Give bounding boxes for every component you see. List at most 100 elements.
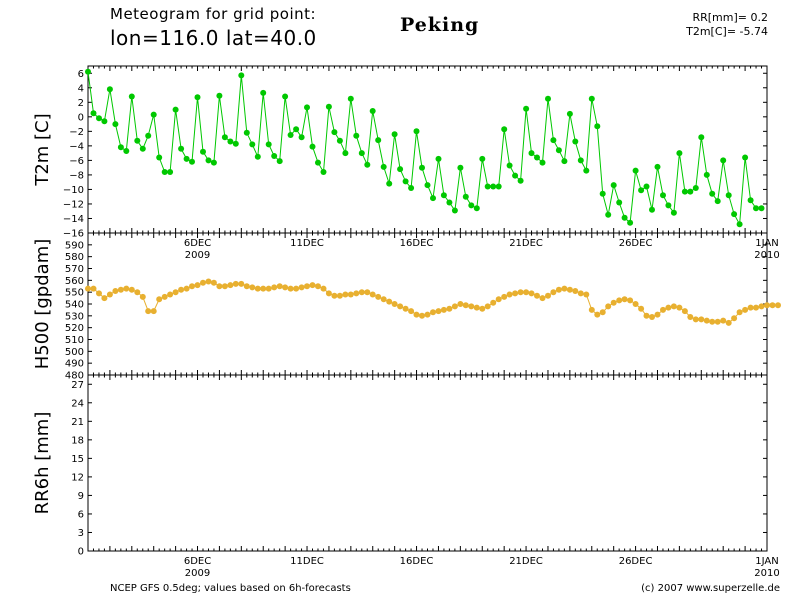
data-point <box>419 164 425 171</box>
data-point <box>610 299 617 306</box>
data-point <box>747 197 754 204</box>
data-point <box>205 157 212 164</box>
data-point <box>205 278 212 285</box>
data-point <box>528 290 535 297</box>
data-point <box>451 207 458 214</box>
data-point <box>254 285 261 292</box>
data-point <box>446 199 453 206</box>
y-tick-label: 6 <box>78 69 84 80</box>
data-point <box>566 286 573 293</box>
data-point <box>709 318 716 325</box>
t2m-value: T2m[C]= -5.74 <box>686 25 768 38</box>
data-point <box>632 301 639 307</box>
data-point <box>232 140 239 147</box>
data-point <box>117 144 124 151</box>
data-point <box>440 192 447 199</box>
data-point <box>139 145 146 152</box>
y-tick-label: 18 <box>71 435 84 446</box>
data-point <box>457 164 464 171</box>
data-point <box>775 302 781 309</box>
data-point <box>736 309 743 316</box>
rr-value: RR[mm]= 0.2 <box>692 11 768 24</box>
data-point <box>375 137 382 144</box>
data-point <box>643 183 650 190</box>
data-point <box>128 93 135 100</box>
data-point <box>265 285 272 292</box>
data-point <box>714 198 721 205</box>
y-axis-label: T2m [C] <box>32 113 53 186</box>
x-date-label: 1JAN <box>755 238 778 249</box>
data-point <box>676 304 683 311</box>
data-point <box>654 311 661 318</box>
data-point <box>156 296 163 303</box>
data-point <box>276 158 283 165</box>
data-point <box>408 185 415 191</box>
data-point <box>758 205 765 212</box>
data-point <box>419 312 425 319</box>
data-point <box>260 89 267 96</box>
data-point <box>106 86 113 93</box>
data-point <box>200 279 206 286</box>
data-point <box>698 134 705 141</box>
data-point <box>687 314 694 320</box>
y-axis-label: RR6h [mm] <box>32 412 53 515</box>
data-point <box>194 282 201 289</box>
data-point <box>331 129 338 136</box>
data-point <box>490 183 497 190</box>
data-point <box>550 289 557 296</box>
data-point <box>386 298 393 305</box>
y-tick-label: 24 <box>71 398 84 409</box>
data-point <box>550 137 557 144</box>
data-point <box>703 317 710 324</box>
y-tick-label: −12 <box>63 199 84 210</box>
data-point <box>183 285 190 292</box>
data-point <box>665 202 672 209</box>
data-point <box>654 163 661 170</box>
data-point <box>528 150 535 157</box>
data-point <box>649 206 655 213</box>
x-year-label: 2009 <box>185 250 210 261</box>
data-point <box>501 293 508 300</box>
data-point <box>435 308 442 315</box>
y-tick-label: −8 <box>69 170 84 181</box>
data-point <box>638 187 645 194</box>
data-point <box>112 288 119 294</box>
data-point <box>282 284 289 291</box>
data-point <box>720 317 727 324</box>
data-point <box>473 205 480 212</box>
data-point <box>106 291 113 298</box>
data-point <box>304 283 310 290</box>
data-point <box>96 290 102 297</box>
data-point <box>714 318 721 325</box>
data-point <box>364 289 371 296</box>
data-point <box>457 301 464 307</box>
data-point <box>249 141 256 148</box>
data-point <box>506 162 513 169</box>
y-tick-label: 560 <box>65 276 84 287</box>
data-point <box>287 132 294 138</box>
data-point <box>309 143 316 150</box>
data-source-note: NCEP GFS 0.5deg; values based on 6h-fore… <box>110 583 351 594</box>
y-tick-label: 510 <box>65 335 84 346</box>
data-point <box>660 306 666 313</box>
data-point <box>336 292 343 299</box>
data-point <box>523 105 530 112</box>
data-point <box>490 299 497 306</box>
data-point <box>320 285 327 292</box>
y-axis-label: H500 [gpdam] <box>32 239 53 370</box>
x-date-label: 21DEC <box>509 556 543 567</box>
x-date-label: 26DEC <box>619 238 653 249</box>
y-tick-label: 21 <box>71 417 84 428</box>
data-point <box>561 285 568 292</box>
data-point <box>430 309 436 316</box>
data-point <box>616 297 623 304</box>
data-point <box>227 282 234 289</box>
data-point <box>342 291 349 298</box>
data-point <box>539 295 546 302</box>
data-point <box>588 95 595 102</box>
y-tick-label: −2 <box>69 127 84 138</box>
x-date-label: 16DEC <box>400 238 434 249</box>
panel-frame <box>87 374 768 552</box>
x-year-label: 2010 <box>754 568 779 579</box>
data-point <box>123 285 130 292</box>
